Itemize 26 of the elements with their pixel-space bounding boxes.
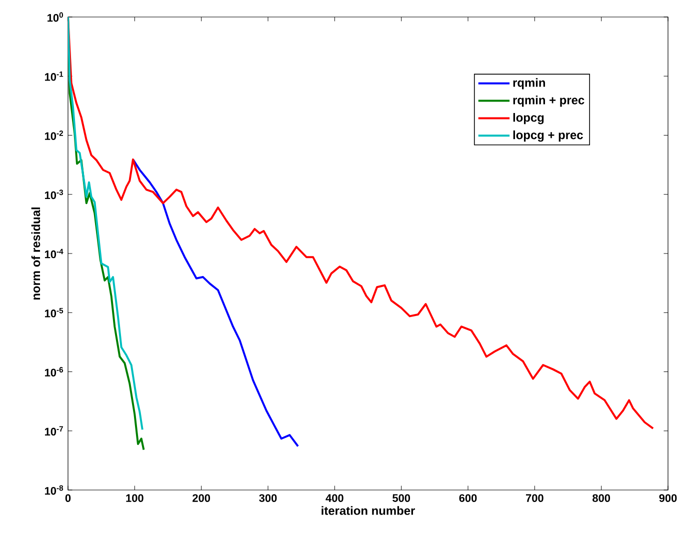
line-series [132,158,299,448]
y-tick-label: 10$^{-3}$ [44,190,64,200]
legend-label: rqmin [513,78,545,90]
x-tick-label: 300 [259,494,277,502]
y-axis-title: norm of residual [31,208,40,300]
y-tick-label: 10$^{-7}$ [44,426,63,436]
y-tick-label: 10$^{-6}$ [44,367,64,376]
x-tick-label: 900 [659,494,677,502]
x-tick-label: 0 [65,494,71,502]
x-tick-label: 200 [192,494,210,502]
y-tick-label: 10$^{0}$ [48,12,64,22]
y-tick-label: 10$^{-8}$ [44,485,64,495]
legend-label: lopcg + prec [513,130,583,142]
legend-label: lopcg [513,113,544,124]
x-tick-label: 500 [392,494,410,502]
x-tick-label: 600 [459,494,477,502]
y-tick-label: 10$^{-2}$ [44,130,64,140]
legend-label: rqmin + prec [513,96,584,107]
x-tick-label: 100 [126,494,144,502]
x-tick-label: 700 [526,494,544,502]
y-tick-label: 10$^{-5}$ [44,308,64,318]
y-tick-label: 10$^{-1}$ [44,71,64,81]
y-tick-label: 10$^{-4}$ [44,248,64,258]
x-tick-label: 800 [592,494,610,502]
x-axis-title: iteration number [322,506,415,515]
x-tick-label: 400 [326,494,344,502]
